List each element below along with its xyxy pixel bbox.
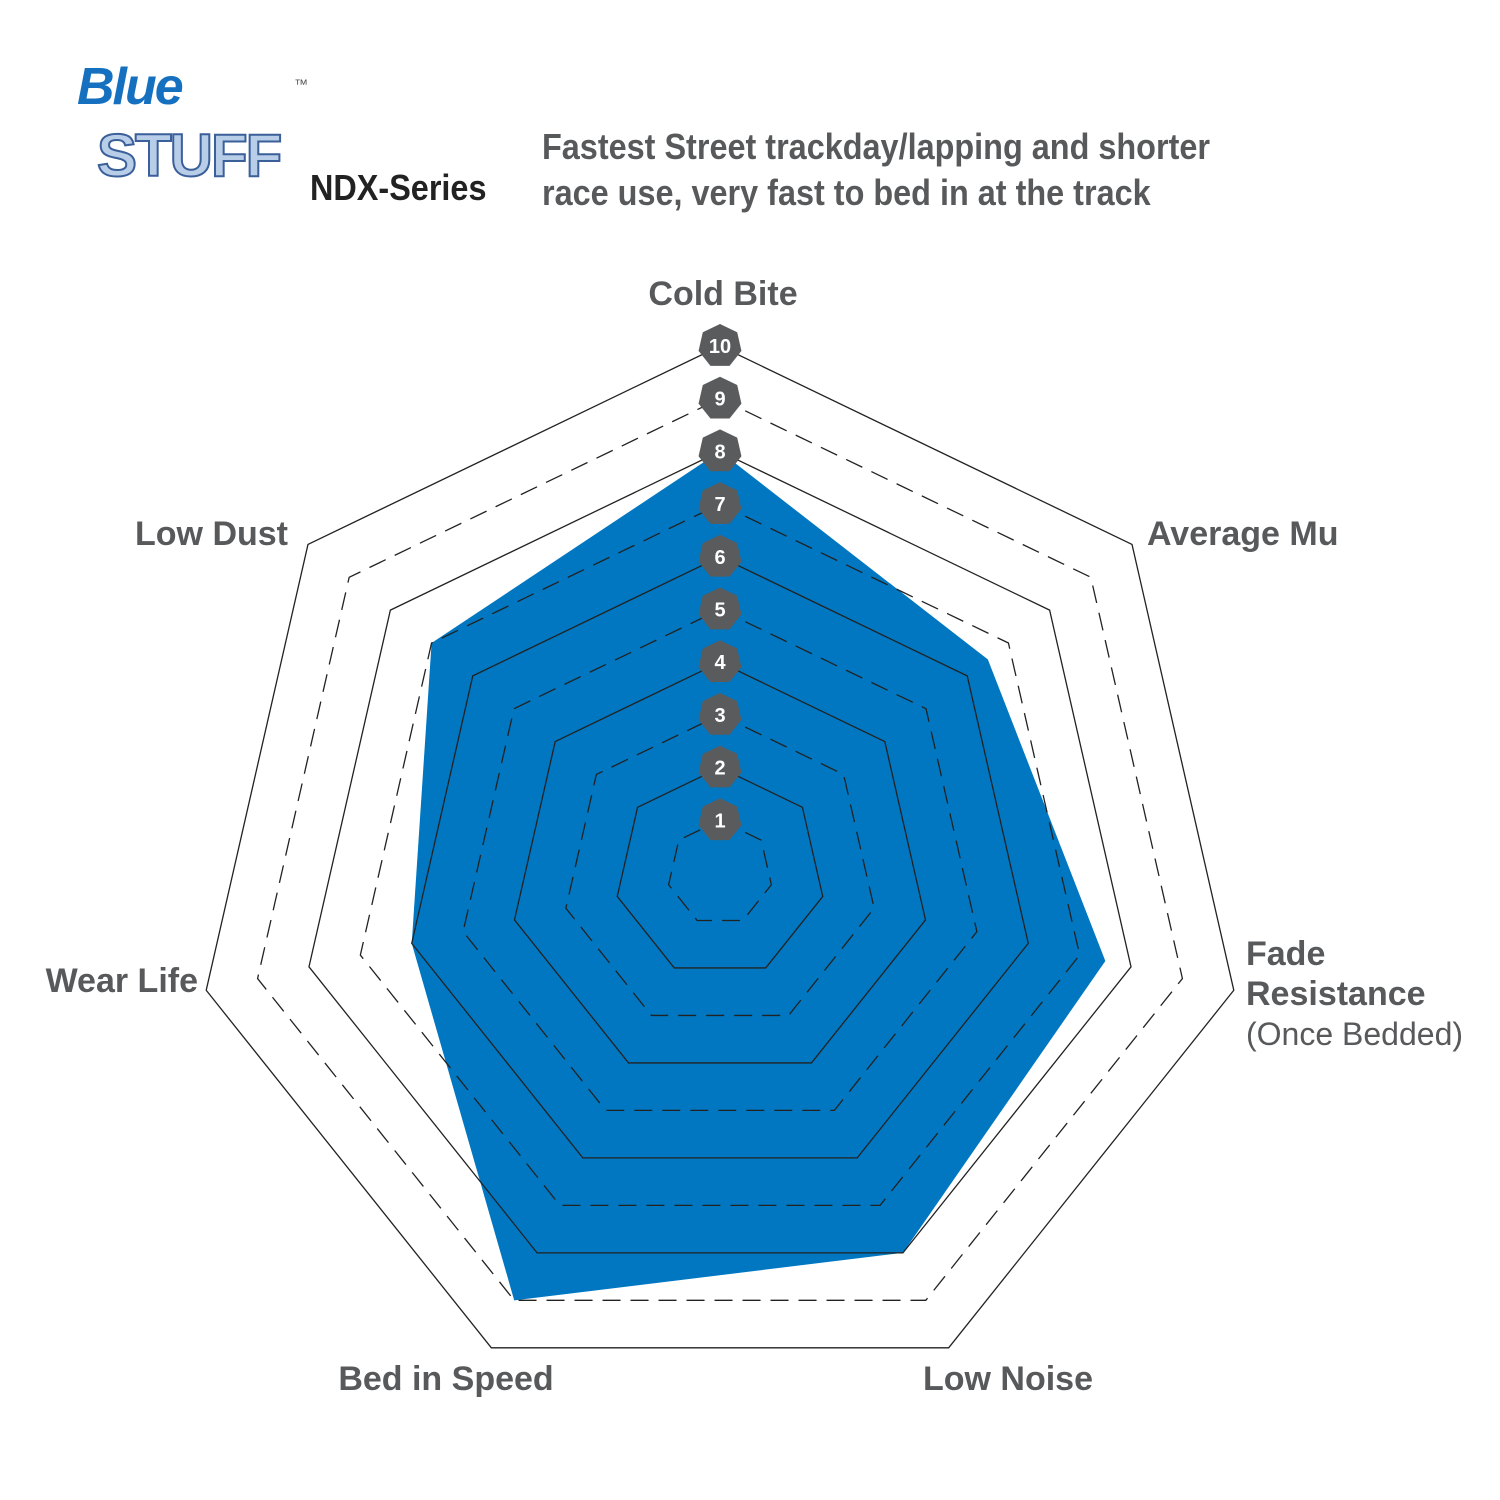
tick-label-8: 8 (714, 441, 725, 463)
grid-ring-9 (256, 397, 1184, 1301)
tick-label-6: 6 (714, 547, 725, 569)
tick-badge-5 (698, 587, 742, 630)
grid-ring-3 (565, 714, 875, 1017)
tick-badge-8 (698, 429, 742, 472)
grid-ring-7 (359, 503, 1081, 1207)
tick-badge-7 (698, 482, 742, 524)
axis-label-bed-in-speed: Bed in Speed (338, 1360, 553, 1398)
tick-label-5: 5 (714, 600, 725, 622)
tick-badge-9 (698, 376, 742, 419)
tick-label-4: 4 (714, 652, 726, 674)
grid-ring-10 (205, 345, 1235, 1349)
bluestuff-logo: Blue STUFF ™ NDX-Series (72, 58, 512, 218)
tick-badge-6 (698, 534, 742, 577)
axis-label-low-noise: Low Noise (923, 1360, 1093, 1398)
tick-label-2: 2 (714, 758, 725, 780)
axis-label-average-mu: Average Mu (1147, 515, 1338, 553)
series-name: NDX-Series (310, 167, 487, 208)
axis-sublabel: (Once Bedded) (1246, 1016, 1463, 1052)
tick-badge-2 (698, 745, 742, 788)
axis-label-resistance: Resistance (1246, 975, 1426, 1013)
chart-subtitle: Fastest Street trackday/lapping and shor… (542, 124, 1210, 216)
grid-ring-5 (462, 608, 978, 1112)
subtitle-line-1: Fastest Street trackday/lapping and shor… (542, 126, 1210, 167)
tick-label-7: 7 (714, 494, 725, 516)
tick-badge-1 (698, 798, 742, 841)
logo-trademark: ™ (294, 76, 308, 92)
data-polygon (411, 451, 1106, 1301)
grid-ring-2 (616, 766, 824, 969)
tick-label-10: 10 (709, 336, 731, 358)
grid-ring-4 (513, 661, 927, 1064)
tick-badge-4 (698, 640, 742, 683)
axis-label-cold-bite: Cold Bite (648, 275, 797, 313)
axis-label-wear-life: Wear Life (46, 962, 198, 1000)
grid-ring-1 (667, 819, 773, 922)
tick-label-3: 3 (714, 705, 725, 727)
axis-label-fade: Fade (1246, 935, 1325, 973)
subtitle-line-2: race use, very fast to bed in at the tra… (542, 172, 1151, 213)
tick-label-9: 9 (714, 389, 725, 411)
axis-label-low-dust: Low Dust (135, 515, 288, 553)
grid-ring-6 (411, 556, 1029, 1159)
logo-blue-text: Blue (77, 58, 184, 116)
tick-badge-10 (698, 324, 742, 366)
tick-badge-3 (698, 692, 742, 735)
tick-label-1: 1 (714, 810, 725, 832)
logo-stuff-text: STUFF (96, 121, 283, 190)
grid-ring-8 (308, 450, 1132, 1254)
